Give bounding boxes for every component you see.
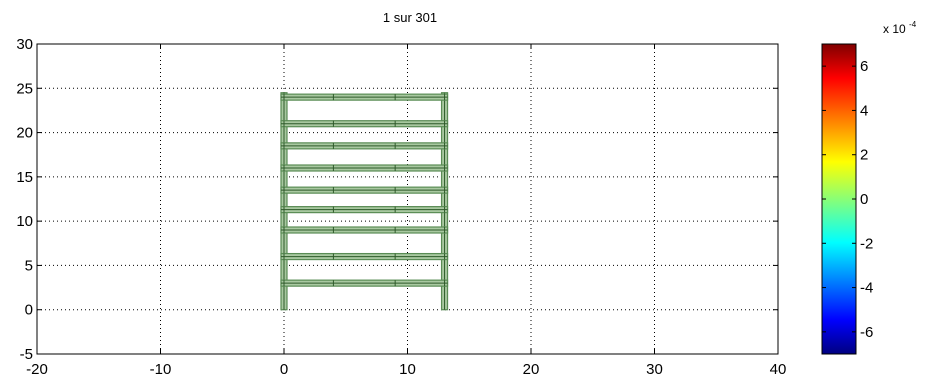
y-tick-label: 25: [16, 80, 33, 97]
x-axis-ticks: -20 -10 0 10 20 30 40: [26, 44, 786, 378]
x-tick-label: 20: [523, 361, 540, 378]
y-tick-label: 20: [16, 125, 33, 142]
y-tick-label: 30: [16, 36, 33, 53]
x-tick-label: 0: [280, 361, 288, 378]
y-axis-ticks: -5 0 5 10 15 20 25 30: [16, 36, 778, 363]
colorbar-tick-label: 0: [860, 191, 868, 208]
x-tick-label: 10: [399, 361, 416, 378]
colorbar-tick-label: 4: [860, 102, 868, 119]
y-tick-label: 15: [16, 169, 33, 186]
colorbar-gradient: [821, 43, 857, 355]
colorbar-tick-label: -2: [860, 235, 873, 252]
colorbar: -6 -4 -2 0 2 4 6 x 10 -4: [821, 20, 917, 355]
structure-frame: [280, 92, 449, 311]
y-tick-label: 10: [16, 213, 33, 230]
colorbar-tick-label: -4: [860, 280, 873, 297]
x-tick-label: 30: [646, 361, 663, 378]
colorbar-exponent: x 10 -4: [883, 20, 917, 36]
plot-area: [36, 43, 779, 355]
x-tick-label: -20: [26, 361, 48, 378]
colorbar-tick-label: 2: [860, 147, 868, 164]
y-tick-label: 0: [25, 302, 33, 319]
y-tick-label: 5: [25, 257, 33, 274]
x-tick-label: 40: [770, 361, 787, 378]
colorbar-ticks: -6 -4 -2 0 2 4 6: [822, 58, 873, 341]
chart-title: 1 sur 301: [383, 10, 437, 25]
colorbar-exponent-power: -4: [909, 20, 917, 29]
colorbar-exponent-base: x 10: [883, 22, 906, 36]
y-tick-label: -5: [20, 346, 33, 363]
colorbar-tick-label: -6: [860, 324, 873, 341]
x-tick-label: -10: [150, 361, 172, 378]
colorbar-tick-label: 6: [860, 58, 868, 75]
plot-axes: -20 -10 0 10 20 30 40 -5 0 5 10 15 20 25 30: [16, 36, 786, 378]
